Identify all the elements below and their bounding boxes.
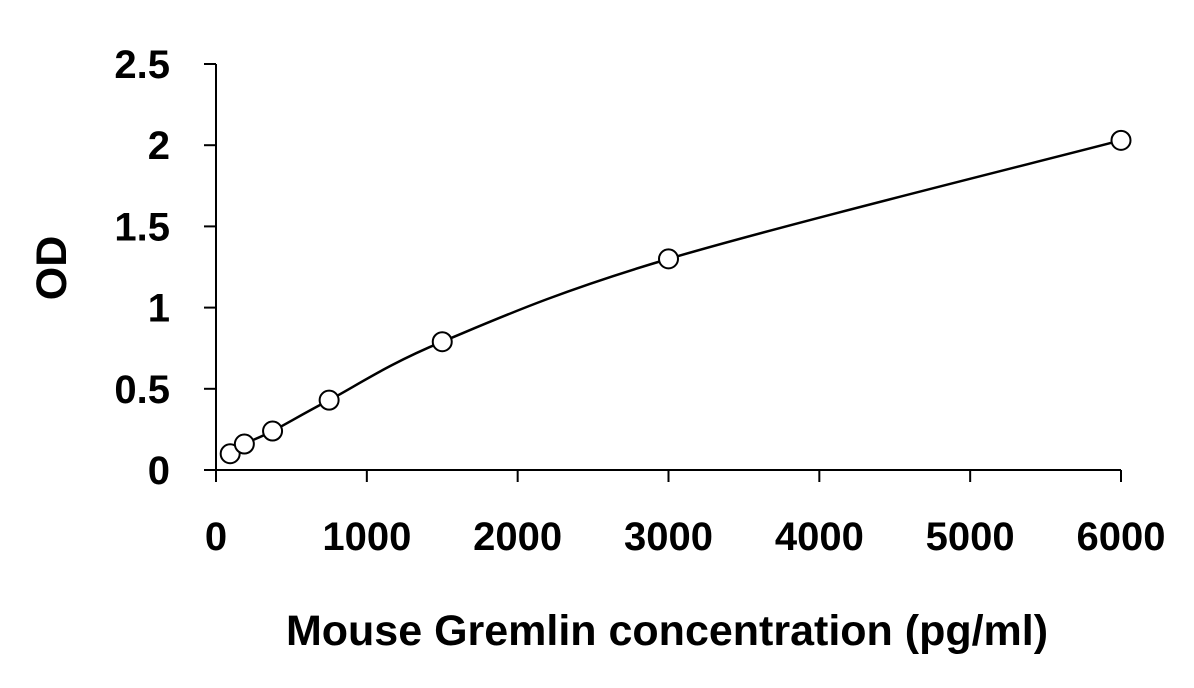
y-tick-label: 2.5 — [114, 43, 170, 87]
x-tick-label: 2000 — [473, 515, 562, 559]
x-ticks: 0 1000 2000 3000 4000 5000 6000 — [205, 470, 1166, 559]
y-ticks: 0 0.5 1 1.5 2 2.5 — [114, 43, 216, 493]
y-tick-label: 1 — [148, 287, 170, 331]
fit-curve — [229, 139, 1122, 455]
x-tick-label: 3000 — [624, 515, 713, 559]
x-tick-label: 5000 — [926, 515, 1015, 559]
y-axis-title: OD — [28, 236, 76, 301]
data-point — [658, 248, 679, 270]
data-point — [219, 443, 241, 465]
data-points — [219, 129, 1132, 465]
y-tick-label: 2 — [148, 124, 170, 168]
x-tick-label: 1000 — [322, 515, 411, 559]
data-point — [262, 420, 284, 442]
x-tick-label: 0 — [205, 515, 227, 559]
data-point — [1110, 129, 1132, 151]
data-point — [431, 331, 453, 353]
data-point — [233, 433, 255, 455]
x-tick-label: 6000 — [1077, 515, 1166, 559]
y-tick-label: 0.5 — [114, 368, 170, 412]
data-point — [318, 389, 340, 411]
y-tick-label: 0 — [148, 449, 170, 493]
y-tick-label: 1.5 — [114, 205, 170, 249]
x-tick-label: 4000 — [775, 515, 864, 559]
x-axis-title: Mouse Gremlin concentration (pg/ml) — [286, 607, 1048, 655]
